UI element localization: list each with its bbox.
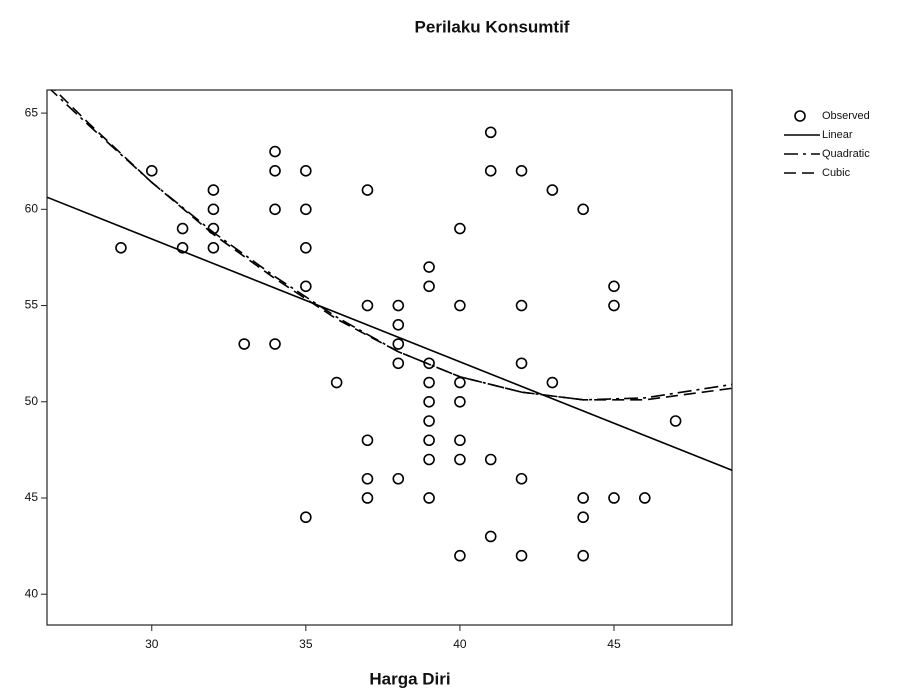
point [392, 338, 405, 350]
point [577, 203, 589, 216]
point [361, 299, 374, 312]
point [423, 492, 435, 504]
y-tick-label: 45 [25, 490, 39, 504]
point [392, 299, 405, 312]
point [207, 242, 220, 254]
point [484, 126, 497, 139]
fit-line [49, 90, 732, 401]
point [300, 242, 312, 254]
point [392, 472, 405, 485]
fit-line [53, 90, 732, 401]
point [515, 549, 528, 562]
point [608, 299, 620, 312]
y-tick-label: 50 [25, 394, 39, 408]
point [423, 357, 435, 370]
point [454, 376, 466, 389]
point [638, 492, 651, 504]
legend-label: Quadratic [822, 148, 870, 160]
point [423, 453, 435, 466]
point [423, 395, 435, 408]
point [423, 280, 435, 293]
point [207, 184, 220, 196]
point [454, 434, 466, 447]
chart-title: Perilaku Konsumtif [415, 17, 570, 36]
point [300, 511, 312, 524]
y-tick-label: 40 [25, 586, 39, 600]
point [207, 203, 220, 216]
x-tick-label: 30 [145, 637, 159, 651]
point [269, 145, 281, 158]
point [300, 165, 312, 177]
point [300, 280, 312, 293]
legend-label: Linear [822, 129, 853, 141]
point [115, 242, 127, 254]
plot-frame [46, 89, 733, 626]
fit-line [47, 196, 732, 472]
point [577, 549, 589, 562]
y-tick-label: 55 [25, 298, 39, 312]
point [515, 357, 528, 370]
point [454, 549, 466, 562]
x-axis-label: Harga Diri [369, 669, 450, 688]
point [269, 203, 281, 216]
x-tick-label: 35 [299, 637, 313, 651]
plot-area [47, 90, 732, 562]
point [238, 338, 251, 350]
point [515, 165, 528, 177]
legend-marker [794, 110, 806, 122]
point [145, 165, 158, 177]
point [515, 299, 528, 312]
legend-label: Cubic [822, 167, 851, 179]
point [361, 434, 374, 447]
point [608, 492, 620, 504]
point [269, 338, 281, 350]
point [577, 492, 589, 504]
y-tick-label: 60 [25, 201, 39, 215]
point [546, 376, 559, 389]
point [577, 511, 589, 524]
point [392, 318, 405, 331]
point [176, 242, 189, 254]
point [515, 472, 528, 485]
point [608, 280, 620, 293]
point [454, 299, 466, 312]
point [423, 261, 435, 273]
point [330, 376, 343, 389]
point [546, 184, 559, 196]
point [423, 434, 435, 447]
point [361, 184, 374, 196]
point [669, 415, 682, 427]
x-tick-label: 45 [607, 637, 621, 651]
point [392, 357, 405, 370]
point [361, 472, 374, 485]
legend-label: Observed [822, 110, 870, 122]
point [454, 222, 466, 235]
point [454, 395, 466, 408]
point [300, 203, 312, 216]
point [484, 530, 497, 543]
y-tick-label: 65 [25, 105, 39, 119]
point [484, 165, 497, 177]
x-tick-label: 40 [453, 637, 467, 651]
point [176, 222, 189, 235]
point [423, 376, 435, 389]
point [484, 453, 497, 466]
point [361, 492, 374, 504]
point [269, 165, 281, 177]
point [454, 453, 466, 466]
point [423, 415, 435, 427]
